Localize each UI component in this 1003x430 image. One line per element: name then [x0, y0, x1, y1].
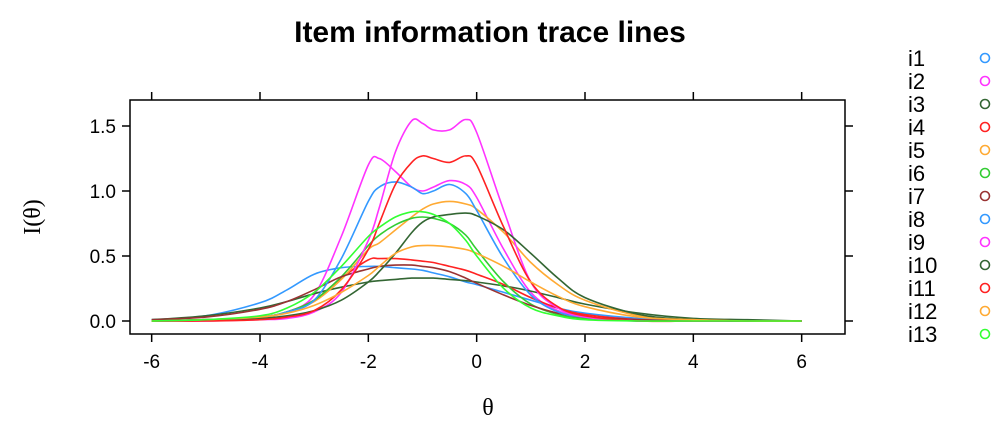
x-axis-label: θ: [482, 395, 494, 421]
legend-marker-i7: [979, 190, 991, 202]
x-tick-label: -4: [252, 352, 269, 373]
legend-label-i11: i11: [908, 276, 936, 301]
series-line-i11: [151, 154, 802, 323]
legend-marker-i8: [979, 213, 991, 225]
legend-marker-i13: [979, 328, 991, 340]
x-tick-label: 0: [471, 352, 482, 373]
plot-frame: [129, 99, 846, 335]
series-line-i13: [151, 210, 802, 322]
series-line-i1: [151, 265, 802, 322]
x-tick-label: -2: [360, 352, 377, 373]
y-tick-label: 1.5: [90, 117, 116, 138]
y-tick-label: 0.0: [90, 312, 116, 333]
legend-marker-i3: [979, 98, 991, 110]
legend-label-i4: i4: [908, 115, 925, 140]
legend-label-i9: i9: [908, 230, 925, 255]
x-tick-label: -6: [143, 352, 160, 373]
series-line-i8: [151, 181, 802, 323]
y-tick-label: 1.0: [90, 182, 116, 203]
legend-label-i6: i6: [908, 161, 925, 186]
x-tick-label: 6: [796, 352, 807, 373]
legend-label-i3: i3: [908, 92, 925, 117]
series-lines: [151, 118, 802, 323]
legend-label-i1: i1: [908, 46, 925, 71]
legend-marker-i10: [979, 259, 991, 271]
legend-label-i7: i7: [908, 184, 925, 209]
legend-marker-i12: [979, 305, 991, 317]
chart-title: Item information trace lines: [294, 16, 686, 49]
x-tick-label: 4: [688, 352, 699, 373]
series-line-i10: [151, 212, 802, 322]
series-line-i3: [151, 277, 802, 322]
y-axis-label: I(θ): [20, 199, 46, 234]
legend-label-i2: i2: [908, 69, 925, 94]
legend-marker-i9: [979, 236, 991, 248]
legend-label-i12: i12: [908, 299, 937, 324]
legend-marker-i6: [979, 167, 991, 179]
x-tick-label: 2: [580, 352, 591, 373]
series-line-i9: [151, 118, 802, 323]
y-tick-label: 0.5: [90, 247, 116, 268]
series-line-i2: [151, 155, 802, 323]
legend-marker-i5: [979, 144, 991, 156]
legend-label-i13: i13: [908, 322, 937, 347]
legend-marker-i11: [979, 282, 991, 294]
axis-ticks: -6 -4 -2 0 2 4 6 0.0 0.5 1.0 1.5: [90, 92, 853, 373]
legend-marker-i1: [979, 52, 991, 64]
legend-label-i5: i5: [908, 138, 925, 163]
legend-label-i8: i8: [908, 207, 925, 232]
series-line-i12: [151, 244, 802, 322]
series-line-i5: [151, 200, 802, 322]
legend-marker-i4: [979, 121, 991, 133]
legend-marker-i2: [979, 75, 991, 87]
legend-label-i10: i10: [908, 253, 937, 278]
